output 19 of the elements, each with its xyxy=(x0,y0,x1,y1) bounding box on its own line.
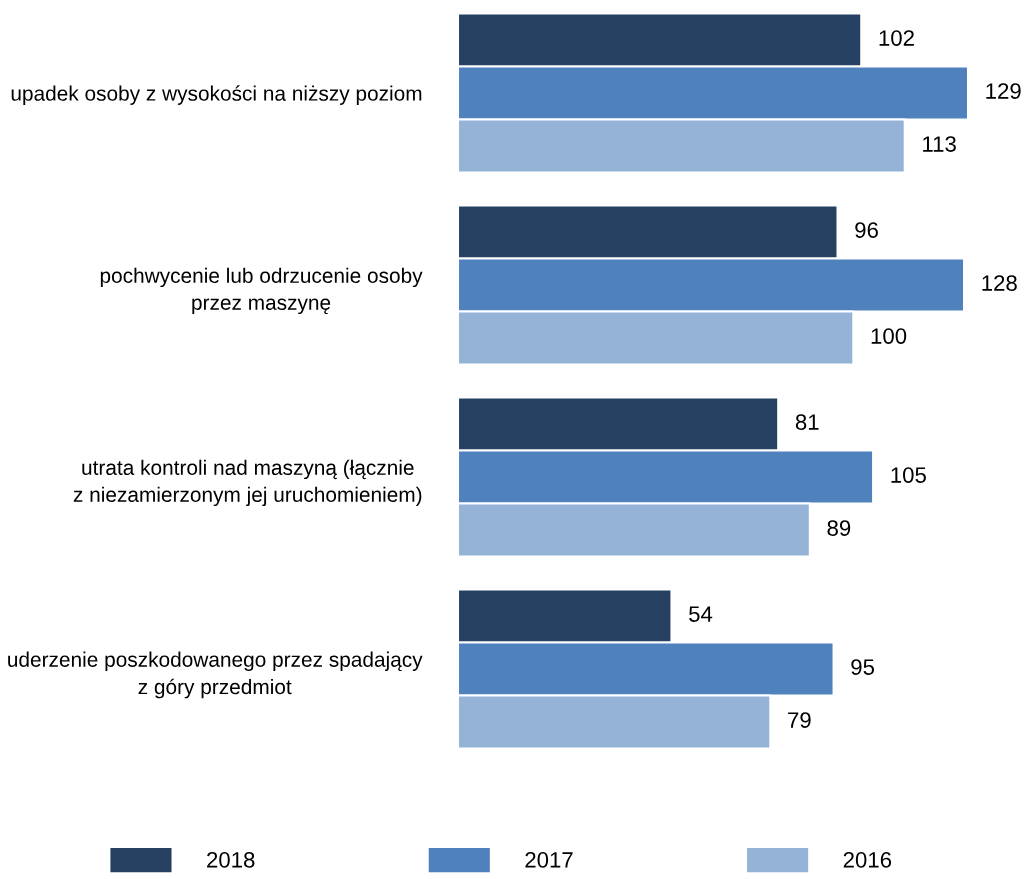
legend-label: 2016 xyxy=(843,852,892,868)
legend-label: 2017 xyxy=(525,852,573,868)
data-label: 79 xyxy=(788,712,811,728)
data-label: 100 xyxy=(871,328,907,344)
data-label: 105 xyxy=(891,467,926,483)
data-label: 113 xyxy=(923,136,956,152)
data-label: 96 xyxy=(855,222,878,238)
data-label: 54 xyxy=(689,606,713,622)
legend-label: 2018 xyxy=(207,852,255,868)
data-label: 129 xyxy=(986,83,1021,99)
y-tick-label: uderzenie poszkodowanego przez spadający z góry przedmiot xyxy=(8,651,423,699)
y-tick-label: pochwycenie lub odrzucenie osoby przez maszynę xyxy=(100,267,423,315)
data-label: 102 xyxy=(879,30,914,46)
data-label: 95 xyxy=(851,659,875,675)
y-tick-label: utrata kontroli nad maszyną (łącznie z niezamierzonym jej uruchomieniem) xyxy=(73,459,422,507)
data-label: 81 xyxy=(795,414,819,430)
data-label: 128 xyxy=(982,275,1017,291)
data-label: 89 xyxy=(827,520,851,536)
y-tick-label: upadek osoby z wysokości na niższy poziom xyxy=(11,85,422,105)
